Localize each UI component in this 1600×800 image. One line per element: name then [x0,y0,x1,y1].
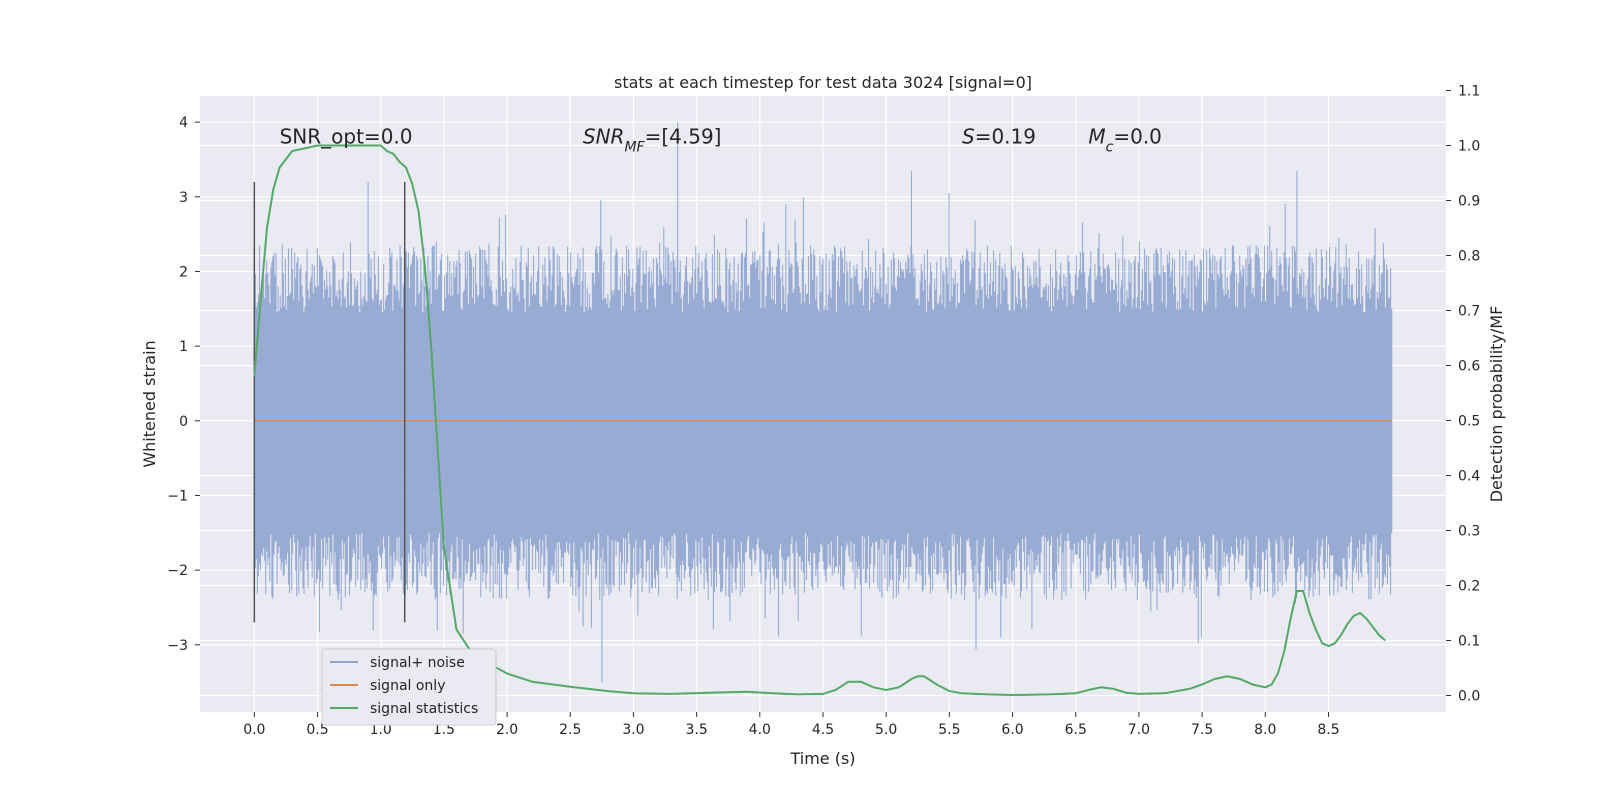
y-tick-label: −2 [167,563,188,579]
chart-title: stats at each timestep for test data 302… [614,73,1032,92]
y-tick-label: 0 [179,414,188,430]
x-tick-label: 8.0 [1254,722,1276,738]
x-tick-label: 4.5 [812,722,834,738]
annotation-layer: SNR_opt=0.0 SNRMF=[4.59] S=0.19 Mc=0.0 [280,125,1162,156]
y2-tick-label: 0.7 [1458,304,1480,320]
y2-tick-label: 0.9 [1458,194,1480,210]
axis-layer: 0.0 0.5 1.0 1.5 2.0 2.5 3.0 3.5 4.0 4.5 5.0 5.5 6.0 6… [167,84,1480,739]
x-tick-label: 3.0 [622,722,644,738]
x-tick-label: 4.0 [749,722,771,738]
annotation-value: =0.0 [1113,125,1162,149]
legend-label-statistics: signal statistics [370,701,478,717]
x-tick-label: 5.5 [938,722,960,738]
y2-tick-label: 0.2 [1458,579,1480,595]
x-tick-label: 0.5 [306,722,328,738]
legend-label-signal-only: signal only [370,678,445,694]
legend-label-noise: signal+ noise [370,655,465,671]
y2-axis-label: Detection probability/MF [1487,306,1506,503]
x-tick-label: 0.0 [243,722,265,738]
annotation-base: S [962,125,975,149]
s-annotation: S=0.19 [962,125,1036,149]
legend-box [321,648,497,726]
y2-tick-label: 0.3 [1458,524,1480,540]
annotation-base: M [1088,125,1105,149]
snr-mf-annotation: SNRMF=[4.59] [583,125,722,156]
x-tick-label: 6.5 [1065,722,1087,738]
x-tick-label: 8.5 [1317,722,1339,738]
snr-opt-annotation: SNR_opt=0.0 [280,125,413,149]
legend: signal+ noise signal only signal statist… [321,648,497,726]
y-tick-label: 2 [179,264,188,280]
x-tick-label: 5.0 [875,722,897,738]
mc-annotation: Mc=0.0 [1088,125,1162,156]
x-tick-label: 7.0 [1128,722,1150,738]
x-tick-label: 6.0 [1001,722,1023,738]
y2-tick-label: 0.4 [1458,469,1480,485]
y2-tick-label: 0.8 [1458,249,1480,265]
annotation-base: SNR [583,125,625,149]
x-tick-label: 3.5 [685,722,707,738]
y2-tick-label: 0.0 [1458,689,1480,705]
x-axis-label: Time (s) [789,749,855,768]
y2-tick-label: 0.5 [1458,414,1480,430]
y2-tick-label: 1.1 [1458,84,1480,100]
y-tick-label: −3 [167,638,188,654]
y-tick-label: 3 [179,190,188,206]
y-tick-label: −1 [167,488,188,504]
x-tick-label: 1.5 [433,722,455,738]
y-tick-label: 4 [179,115,188,131]
y2-tick-label: 0.6 [1458,359,1480,375]
y2-tick-label: 1.0 [1458,139,1480,155]
data-layer [253,144,1392,697]
y2-tick-label: 0.1 [1458,634,1480,650]
annotation-subscript: MF [624,140,645,156]
y-tick-label: 1 [179,339,188,355]
y-axis-label: Whitened strain [140,340,159,467]
x-tick-label: 2.5 [559,722,581,738]
annotation-subscript: c [1106,140,1114,156]
annotation-value: =0.19 [975,125,1036,149]
x-tick-label: 2.0 [496,722,518,738]
x-tick-label: 1.0 [370,722,392,738]
x-tick-label: 7.5 [1191,722,1213,738]
annotation-value: =[4.59] [645,125,722,149]
signal-statistics-line [253,144,1386,697]
